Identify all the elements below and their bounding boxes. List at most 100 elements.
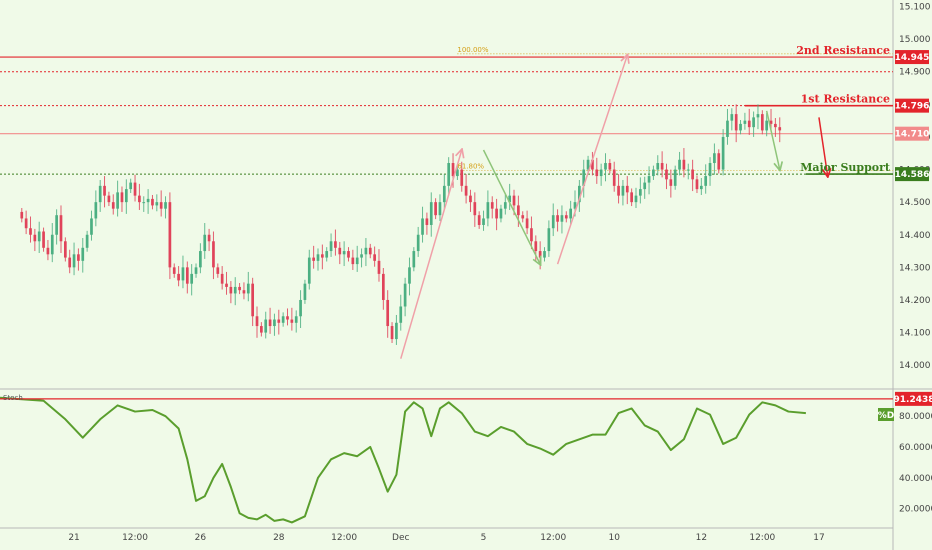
candle [525,210,529,235]
candle-body [717,153,721,170]
candle-body [421,218,424,235]
candle [604,153,607,182]
candle [307,249,311,290]
candle-body [159,202,163,209]
candle-body [194,267,198,274]
time-tick-label: 10 [608,533,620,543]
candle [329,233,333,257]
candle-body [142,202,146,204]
candle [503,194,507,215]
candle-body [33,234,37,242]
candle [726,108,729,145]
candle [347,247,350,262]
price-tick-label: 14.900 [899,68,931,78]
candle [281,312,285,327]
candle-body [756,114,760,118]
candle [177,266,180,287]
candle-body [569,208,572,219]
candle [652,165,655,180]
candle [90,210,93,241]
candle [94,190,98,227]
candle [578,179,581,212]
price-tick-label: 15.100 [899,3,931,13]
candle [260,322,263,337]
candle-body [81,247,85,261]
time-tick-label: 26 [195,533,207,543]
candle-body [229,286,233,294]
candle [364,238,368,267]
candle-body [321,254,324,258]
candle [473,192,477,227]
candle-body [29,228,32,235]
candle [495,198,498,231]
candle [421,206,424,243]
candle [403,277,407,317]
candle-body [390,326,394,340]
time-tick-label: 12:00 [122,533,148,543]
candle-body [695,179,699,190]
candle [351,249,355,270]
candle [638,177,642,204]
time-tick-label: 5 [481,533,487,543]
candle [164,196,167,219]
candle-body [395,322,398,340]
candle-body [277,319,281,323]
candle-body [181,267,185,281]
candle-body [129,182,133,190]
candle [325,247,329,262]
candle-body [508,195,512,203]
candle [617,174,620,204]
candle [456,165,459,180]
oscillator-tick-label: 40.0000 [899,474,932,484]
candle [395,314,398,345]
candle-body [155,202,159,206]
candle-body [307,257,311,284]
candle-body [303,283,307,300]
candle-body [460,169,464,186]
candle [634,187,638,209]
candle-body [286,316,289,320]
candle-body [739,123,742,131]
candle [434,198,437,220]
candle-body [37,231,41,242]
candle-body [599,169,603,177]
candle-body [652,169,655,177]
candle [290,307,294,331]
candle-body [338,247,342,255]
candle-body [325,251,329,258]
candle [216,263,220,278]
candle-body [146,198,150,203]
candle-body [604,163,607,170]
candle-body [20,211,24,219]
time-tick-label: 21 [68,533,79,543]
candle-body [699,185,703,190]
candle [299,290,302,329]
candle [316,248,320,271]
candle [569,200,572,225]
level-badge [895,98,929,113]
candle-body [429,202,433,225]
candle-body [299,299,302,317]
price-tick-label: 14.200 [899,296,931,306]
candle [560,205,564,234]
fib-label: 61.80% [457,163,484,171]
candle [342,241,346,267]
candle [429,192,433,237]
candle-body [447,163,451,186]
candle [760,110,764,135]
candle [194,263,198,278]
time-tick-label: 17 [813,533,824,543]
candle [647,166,651,195]
candle [199,243,202,274]
level-name: 1st Resistance [801,93,890,106]
candle [386,290,390,338]
candle [486,190,490,227]
candle-body [360,254,363,258]
candle-body [238,286,241,291]
candle [203,223,207,259]
candle [621,179,625,206]
candle [103,176,106,208]
candle-body [364,247,368,255]
candle-body [260,326,263,333]
